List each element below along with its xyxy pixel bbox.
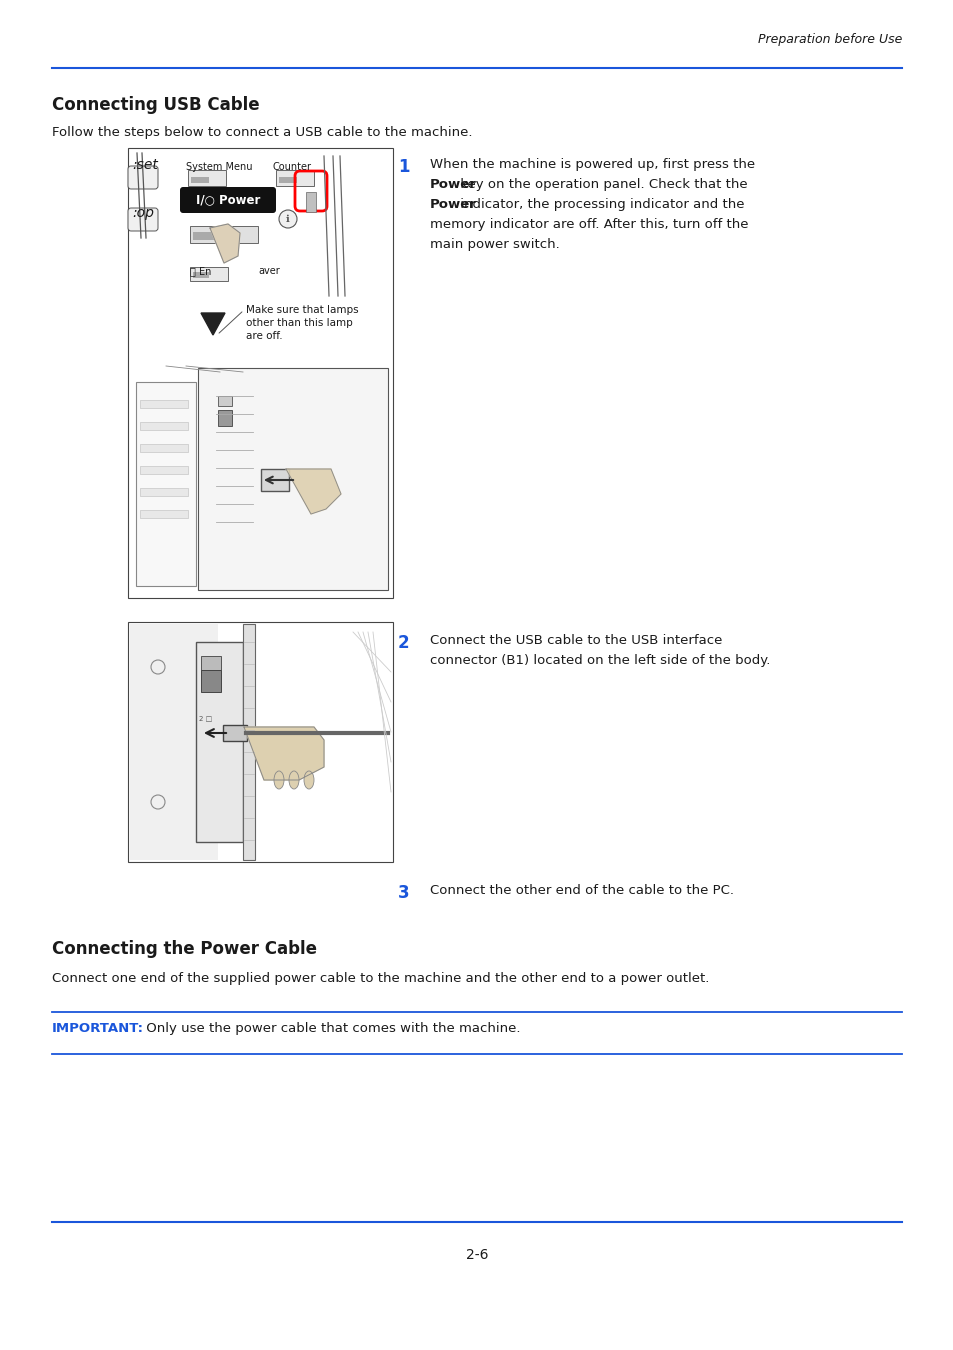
Bar xyxy=(140,444,188,452)
Bar xyxy=(128,622,393,863)
Bar xyxy=(140,423,188,431)
FancyBboxPatch shape xyxy=(128,208,158,231)
Text: Connecting the Power Cable: Connecting the Power Cable xyxy=(52,940,316,958)
Text: When the machine is powered up, first press the: When the machine is powered up, first pr… xyxy=(430,158,755,171)
Text: Connecting USB Cable: Connecting USB Cable xyxy=(52,96,259,113)
Text: Power: Power xyxy=(430,178,476,190)
Bar xyxy=(198,369,388,590)
Bar xyxy=(140,400,188,408)
Bar xyxy=(306,192,315,212)
Text: 2 □: 2 □ xyxy=(199,716,212,721)
Bar xyxy=(130,624,218,860)
Text: :op: :op xyxy=(132,207,153,220)
Bar xyxy=(195,643,243,842)
Bar xyxy=(278,177,296,184)
Text: :set: :set xyxy=(132,158,157,171)
Bar xyxy=(136,382,195,586)
Text: ⓔ En: ⓔ En xyxy=(190,266,212,275)
Text: Only use the power cable that comes with the machine.: Only use the power cable that comes with… xyxy=(142,1022,520,1035)
Bar xyxy=(261,468,289,491)
Text: Connect one end of the supplied power cable to the machine and the other end to : Connect one end of the supplied power ca… xyxy=(52,972,709,986)
Text: Power: Power xyxy=(430,198,476,211)
Polygon shape xyxy=(286,468,340,514)
Circle shape xyxy=(278,211,296,228)
Bar xyxy=(128,148,393,598)
FancyBboxPatch shape xyxy=(223,725,247,741)
Bar xyxy=(190,267,228,281)
Circle shape xyxy=(151,660,165,674)
Bar xyxy=(218,396,232,406)
Polygon shape xyxy=(244,728,324,780)
Ellipse shape xyxy=(289,771,298,788)
Text: 2-6: 2-6 xyxy=(465,1247,488,1262)
Text: 2: 2 xyxy=(397,634,409,652)
Text: 1: 1 xyxy=(397,158,409,176)
Bar xyxy=(201,656,221,670)
Text: Connect the other end of the cable to the PC.: Connect the other end of the cable to th… xyxy=(430,884,733,896)
Text: 3: 3 xyxy=(397,884,409,902)
Text: Follow the steps below to connect a USB cable to the machine.: Follow the steps below to connect a USB … xyxy=(52,126,472,139)
Circle shape xyxy=(151,795,165,809)
Text: IMPORTANT:: IMPORTANT: xyxy=(52,1022,144,1035)
Text: memory indicator are off. After this, turn off the: memory indicator are off. After this, tu… xyxy=(430,217,748,231)
Text: aver: aver xyxy=(257,266,279,275)
Text: Connect the USB cable to the USB interface: Connect the USB cable to the USB interfa… xyxy=(430,634,721,647)
Bar xyxy=(193,232,223,240)
Ellipse shape xyxy=(304,771,314,788)
FancyBboxPatch shape xyxy=(128,166,158,189)
Text: indicator, the processing indicator and the: indicator, the processing indicator and … xyxy=(456,198,743,211)
Bar xyxy=(140,466,188,474)
Text: Counter: Counter xyxy=(273,162,312,171)
Text: I/○ Power: I/○ Power xyxy=(195,193,260,207)
Bar xyxy=(140,510,188,518)
Text: ℹ: ℹ xyxy=(286,215,290,224)
Text: main power switch.: main power switch. xyxy=(430,238,559,251)
Text: Preparation before Use: Preparation before Use xyxy=(757,32,901,46)
Bar xyxy=(275,170,314,186)
Bar xyxy=(191,177,209,184)
Bar xyxy=(201,670,221,693)
Text: key on the operation panel. Check that the: key on the operation panel. Check that t… xyxy=(456,178,746,190)
Text: System Menu: System Menu xyxy=(186,162,253,171)
Text: connector (B1) located on the left side of the body.: connector (B1) located on the left side … xyxy=(430,653,770,667)
Polygon shape xyxy=(210,224,240,263)
Bar xyxy=(193,271,209,278)
Bar xyxy=(243,624,254,860)
Bar xyxy=(190,225,257,243)
FancyBboxPatch shape xyxy=(180,188,275,213)
Text: Make sure that lamps
other than this lamp
are off.: Make sure that lamps other than this lam… xyxy=(246,305,358,340)
Bar xyxy=(218,410,232,427)
Ellipse shape xyxy=(274,771,284,788)
Polygon shape xyxy=(201,313,225,335)
Bar xyxy=(140,487,188,495)
Bar xyxy=(188,170,226,186)
